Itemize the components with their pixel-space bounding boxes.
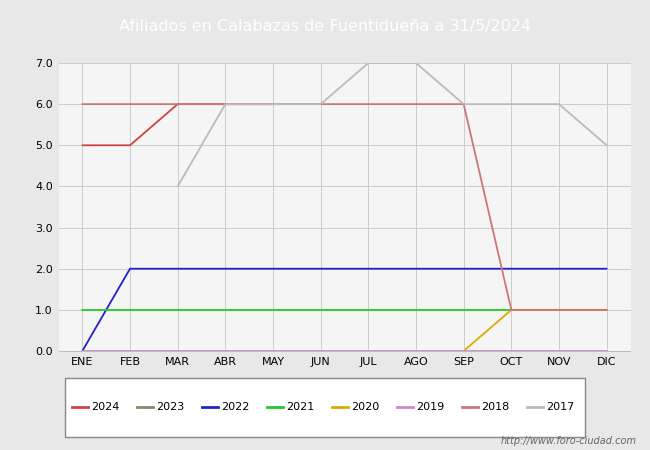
Text: Afiliados en Calabazas de Fuentidueña a 31/5/2024: Afiliados en Calabazas de Fuentidueña a … xyxy=(119,19,531,35)
Text: 2022: 2022 xyxy=(221,402,250,412)
Text: 2018: 2018 xyxy=(481,402,509,412)
Text: 2019: 2019 xyxy=(416,402,444,412)
Text: 2017: 2017 xyxy=(546,402,574,412)
Text: 2023: 2023 xyxy=(156,402,184,412)
FancyBboxPatch shape xyxy=(65,378,585,436)
Text: 2021: 2021 xyxy=(286,402,314,412)
Text: 2020: 2020 xyxy=(351,402,379,412)
Text: 2024: 2024 xyxy=(91,402,120,412)
Text: http://www.foro-ciudad.com: http://www.foro-ciudad.com xyxy=(501,436,637,446)
